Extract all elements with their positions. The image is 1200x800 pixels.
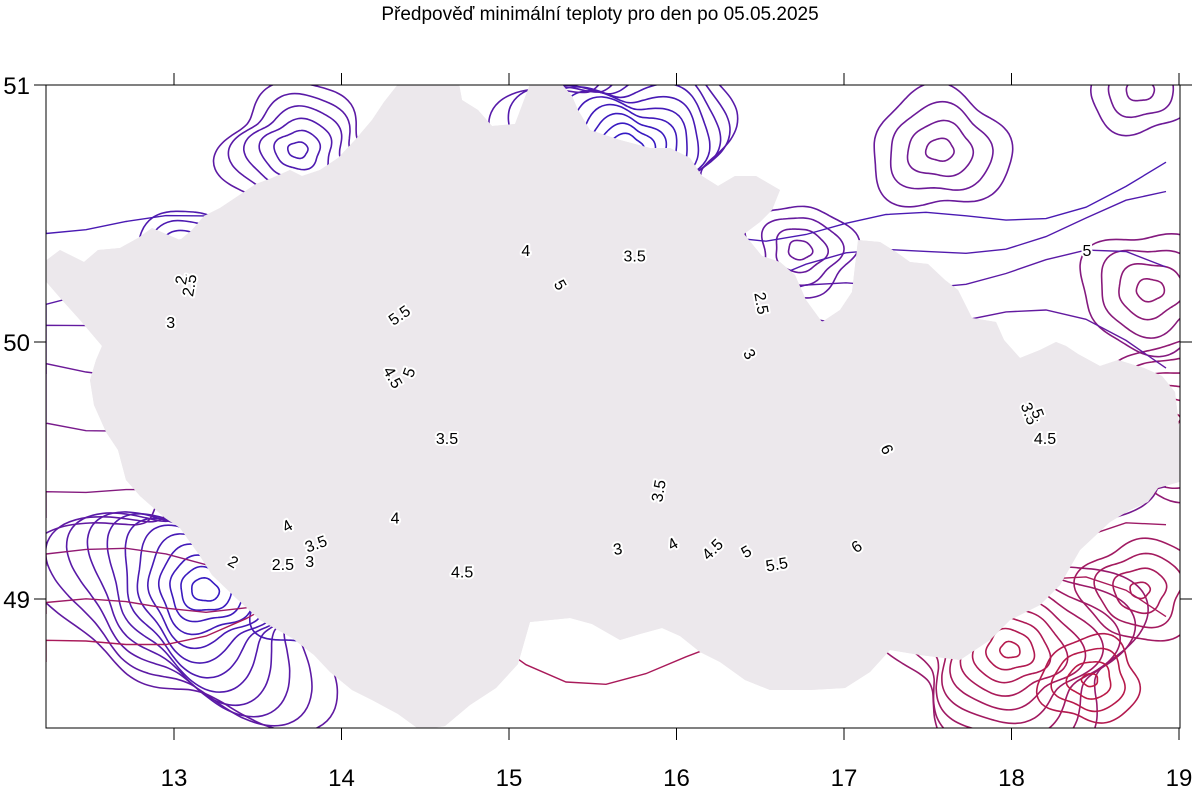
contour-label: 5 xyxy=(1082,243,1091,260)
x-tick-label: 17 xyxy=(831,765,858,792)
isotherm-line xyxy=(273,129,322,171)
isotherm-line xyxy=(906,119,975,178)
axis-ticks xyxy=(34,73,1192,740)
plot-frame xyxy=(45,84,1181,729)
isotherm-line xyxy=(191,576,221,602)
isotherm-line xyxy=(1125,85,1156,102)
isotherm-line xyxy=(889,100,994,191)
x-tick-label: 19 xyxy=(1166,765,1193,792)
x-tick-label: 15 xyxy=(496,765,523,792)
contour-label: 2.5 xyxy=(272,557,294,574)
isotherm-line xyxy=(1035,632,1142,724)
contour-label: 3.5 xyxy=(623,248,645,265)
map-title: Předpověď minimální teploty pro den po 0… xyxy=(381,4,819,25)
y-tick-label: 50 xyxy=(3,330,30,357)
isotherm-line xyxy=(1079,232,1180,358)
isotherm-line xyxy=(1112,567,1168,615)
isotherm-line xyxy=(1129,581,1152,600)
isotherm-line xyxy=(985,627,1036,671)
x-tick-label: 18 xyxy=(998,765,1025,792)
x-tick-label: 16 xyxy=(663,765,690,792)
isotherm-line xyxy=(286,141,309,160)
contour-label: 4.5 xyxy=(451,565,473,582)
contour-label: 4.5 xyxy=(1034,431,1056,448)
y-tick-label: 51 xyxy=(3,73,30,100)
contour-label: 4 xyxy=(391,511,400,528)
contour-label: 3 xyxy=(305,554,314,571)
isotherm-line xyxy=(1050,647,1126,713)
isotherm-line xyxy=(1100,249,1180,339)
isotherm-line xyxy=(1065,660,1112,700)
axis-tick-labels: 13 14 15 16 17 18 19 51 50 49 xyxy=(3,73,1192,792)
isotherm-line xyxy=(787,239,814,261)
contour-label: 4 xyxy=(521,243,530,260)
isotherm-line xyxy=(1080,673,1099,688)
isotherm-line xyxy=(998,640,1021,659)
y-tick-label: 49 xyxy=(3,587,30,614)
isotherm-line xyxy=(1107,85,1175,119)
x-tick-label: 14 xyxy=(328,765,355,792)
isotherm-line xyxy=(1135,277,1166,303)
isotherm-line xyxy=(760,217,845,287)
contour-label: 3.5 xyxy=(436,431,458,448)
contour-label: 3 xyxy=(166,315,175,332)
isotherm-line xyxy=(1073,537,1180,642)
contour-label: 3.5 xyxy=(649,479,670,504)
isotherm-line xyxy=(775,228,830,274)
isotherm-line xyxy=(1089,85,1180,137)
isotherm-line xyxy=(873,85,1014,208)
isotherm-line xyxy=(1093,552,1180,629)
isotherm-line xyxy=(924,137,955,162)
x-tick-label: 13 xyxy=(161,765,188,792)
